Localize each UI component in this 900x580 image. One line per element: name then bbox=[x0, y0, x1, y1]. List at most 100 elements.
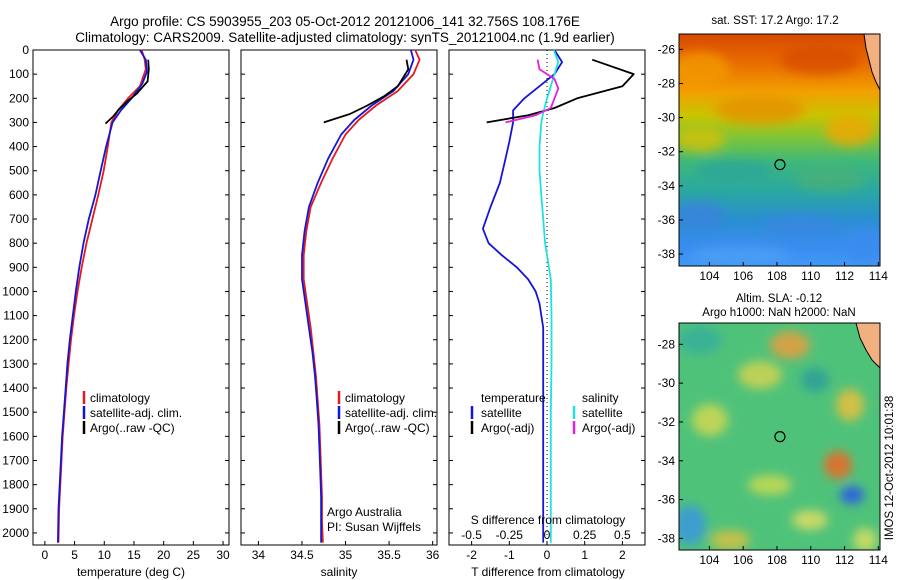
sla-map-title: Altim. SLA: -0.12 bbox=[736, 293, 822, 305]
s-difference-tick-label: -0.5 bbox=[461, 528, 482, 542]
map-y-tick-label: -34 bbox=[658, 454, 676, 468]
map-y-tick-label: -28 bbox=[658, 76, 676, 90]
x-tick-label: 35 bbox=[339, 548, 353, 562]
y-tick-label: 600 bbox=[9, 188, 29, 202]
y-tick-label: 0 bbox=[22, 43, 29, 57]
map-x-tick-label: 112 bbox=[835, 269, 854, 283]
y-tick-label: 500 bbox=[9, 164, 29, 178]
sst-map-panel: sat. SST: 17.2 Argo: 17.2 104 106 108 110 11… bbox=[658, 15, 889, 283]
s-difference-tick-labels: -0.5 -0.25 0 0.25 0.5 bbox=[461, 528, 631, 542]
y-tick-label: 700 bbox=[9, 212, 29, 226]
map-y-tick-label: -26 bbox=[658, 42, 676, 56]
y-tick-label: 400 bbox=[9, 140, 29, 154]
coastline bbox=[855, 323, 880, 369]
temperature-xlabel: temperature (deg C) bbox=[77, 565, 185, 579]
x-tick-label: 36 bbox=[426, 548, 440, 562]
title-line-2: Climatology: CARS2009. Satellite-adjuste… bbox=[75, 30, 615, 45]
y-tick-label: 800 bbox=[9, 236, 29, 250]
x-tick-label: -2 bbox=[466, 548, 477, 562]
sla-map-frame bbox=[678, 322, 881, 551]
annotation-line-1: Argo Australia bbox=[327, 505, 402, 519]
sla-field bbox=[679, 323, 880, 550]
y-tick-label: 1900 bbox=[2, 502, 29, 516]
x-tick-label: 30 bbox=[216, 548, 230, 562]
s-difference-tick-label: 0.25 bbox=[573, 528, 597, 542]
series-line-satellite-adj-clim- bbox=[301, 49, 415, 543]
x-tick-label: 10 bbox=[98, 548, 112, 562]
x-tick-label: 0 bbox=[42, 548, 49, 562]
s-difference-tick-label: 0.5 bbox=[614, 528, 631, 542]
sst-argo-marker bbox=[774, 159, 786, 171]
legend-label-argo: Argo(..raw -QC) bbox=[345, 421, 430, 435]
y-tick-label: 1400 bbox=[2, 381, 29, 395]
salinity-legend: climatology satellite-adj. clim. Argo(..… bbox=[337, 391, 437, 435]
temperature-legend: climatology satellite-adj. clim. Argo(..… bbox=[82, 391, 182, 435]
difference-y-ticks bbox=[449, 49, 645, 534]
y-tick-label: 200 bbox=[9, 91, 29, 105]
salinity-y-ticks bbox=[241, 49, 437, 534]
series-line-s-satellite bbox=[538, 49, 560, 543]
y-tick-label: 2000 bbox=[2, 526, 29, 540]
sst-map-title: sat. SST: 17.2 Argo: 17.2 bbox=[711, 15, 838, 27]
y-tick-label: 900 bbox=[9, 260, 29, 274]
legend-label-t-argo: Argo(-adj) bbox=[481, 421, 534, 435]
legend-label-climatology: climatology bbox=[90, 391, 150, 405]
temperature-panel: 0100200300400500600700800900100011001200… bbox=[2, 43, 230, 579]
map-y-tick-label: -32 bbox=[658, 415, 676, 429]
y-tick-label: 1700 bbox=[2, 453, 29, 467]
t-difference-xlabel: T difference from climatology bbox=[471, 565, 625, 579]
sst-map-x-ticks: 104 106 108 110 112 114 bbox=[699, 262, 888, 283]
x-tick-label: 15 bbox=[127, 548, 141, 562]
coastline bbox=[863, 34, 880, 91]
map-y-tick-label: -36 bbox=[658, 213, 676, 227]
map-x-tick-label: 104 bbox=[699, 269, 719, 283]
x-tick-label: 25 bbox=[187, 548, 201, 562]
map-x-tick-label: 106 bbox=[733, 269, 753, 283]
difference-legend: temperature satellite Argo(-adj) salinit… bbox=[470, 391, 635, 435]
legend-label-s-satellite: satellite bbox=[582, 406, 623, 420]
map-x-tick-label: 104 bbox=[699, 553, 719, 567]
y-tick-label: 1500 bbox=[2, 405, 29, 419]
annotation-line-2: PI: Susan Wijffels bbox=[327, 520, 421, 534]
legend-title-salinity: salinity bbox=[582, 391, 619, 405]
map-x-tick-label: 110 bbox=[801, 269, 820, 283]
title-line-1: Argo profile: CS 5903955_203 05-Oct-2012… bbox=[110, 14, 580, 29]
map-y-tick-label: -32 bbox=[658, 145, 676, 159]
difference-x-ticks: -2 -1 0 1 2 bbox=[466, 541, 626, 562]
salinity-xlabel: salinity bbox=[321, 565, 358, 579]
map-y-tick-label: -38 bbox=[658, 531, 676, 545]
y-tick-label: 300 bbox=[9, 115, 29, 129]
series-line-argo-raw-qc- bbox=[104, 59, 150, 125]
map-x-tick-label: 110 bbox=[801, 553, 820, 567]
y-tick-label: 1600 bbox=[2, 429, 29, 443]
legend-label-climatology: climatology bbox=[345, 391, 405, 405]
temperature-series bbox=[57, 49, 150, 543]
map-x-tick-label: 112 bbox=[835, 553, 854, 567]
y-tick-label: 1000 bbox=[2, 284, 29, 298]
sst-field bbox=[679, 34, 880, 266]
sst-map-y-ticks: -26 -28 -30 -32 -34 -36 -38 bbox=[658, 42, 683, 261]
legend-label-satellite: satellite-adj. clim. bbox=[90, 406, 182, 420]
x-tick-label: 5 bbox=[71, 548, 78, 562]
x-tick-label: 34.5 bbox=[290, 548, 314, 562]
difference-series bbox=[482, 49, 635, 543]
series-line-t-satellite bbox=[482, 49, 563, 543]
x-tick-label: 34 bbox=[252, 548, 266, 562]
salinity-series bbox=[301, 49, 421, 543]
temperature-axes bbox=[32, 49, 230, 546]
map-y-tick-label: -28 bbox=[658, 337, 676, 351]
sla-map-y-ticks: -28 -30 -32 -34 -36 -38 bbox=[658, 337, 683, 545]
salinity-panel: 34 34.5 35 35.5 36 climatology satellite-adj… bbox=[240, 49, 440, 579]
s-difference-tick-label: -0.25 bbox=[496, 528, 524, 542]
map-y-tick-label: -30 bbox=[658, 111, 676, 125]
sla-map-x-ticks: 104 106 108 110 112 114 bbox=[699, 546, 888, 567]
x-tick-label: 20 bbox=[157, 548, 171, 562]
salinity-x-ticks: 34 34.5 35 35.5 36 bbox=[252, 541, 440, 562]
map-x-tick-label: 114 bbox=[869, 553, 888, 567]
y-tick-label: 100 bbox=[9, 67, 29, 81]
map-x-tick-label: 108 bbox=[767, 269, 787, 283]
y-tick-label: 1800 bbox=[2, 478, 29, 492]
difference-panel: -2 -1 0 1 2 temperature satellite Argo(-adj)… bbox=[448, 49, 646, 579]
legend-label-argo: Argo(..raw -QC) bbox=[90, 421, 175, 435]
s-difference-xlabel: S difference from climatology bbox=[471, 513, 626, 527]
